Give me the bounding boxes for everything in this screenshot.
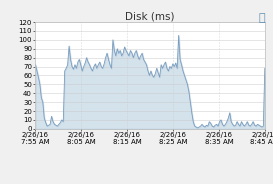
Title: Disk (ms): Disk (ms) (125, 11, 175, 21)
Text: Ⓟ: Ⓟ (258, 13, 265, 23)
